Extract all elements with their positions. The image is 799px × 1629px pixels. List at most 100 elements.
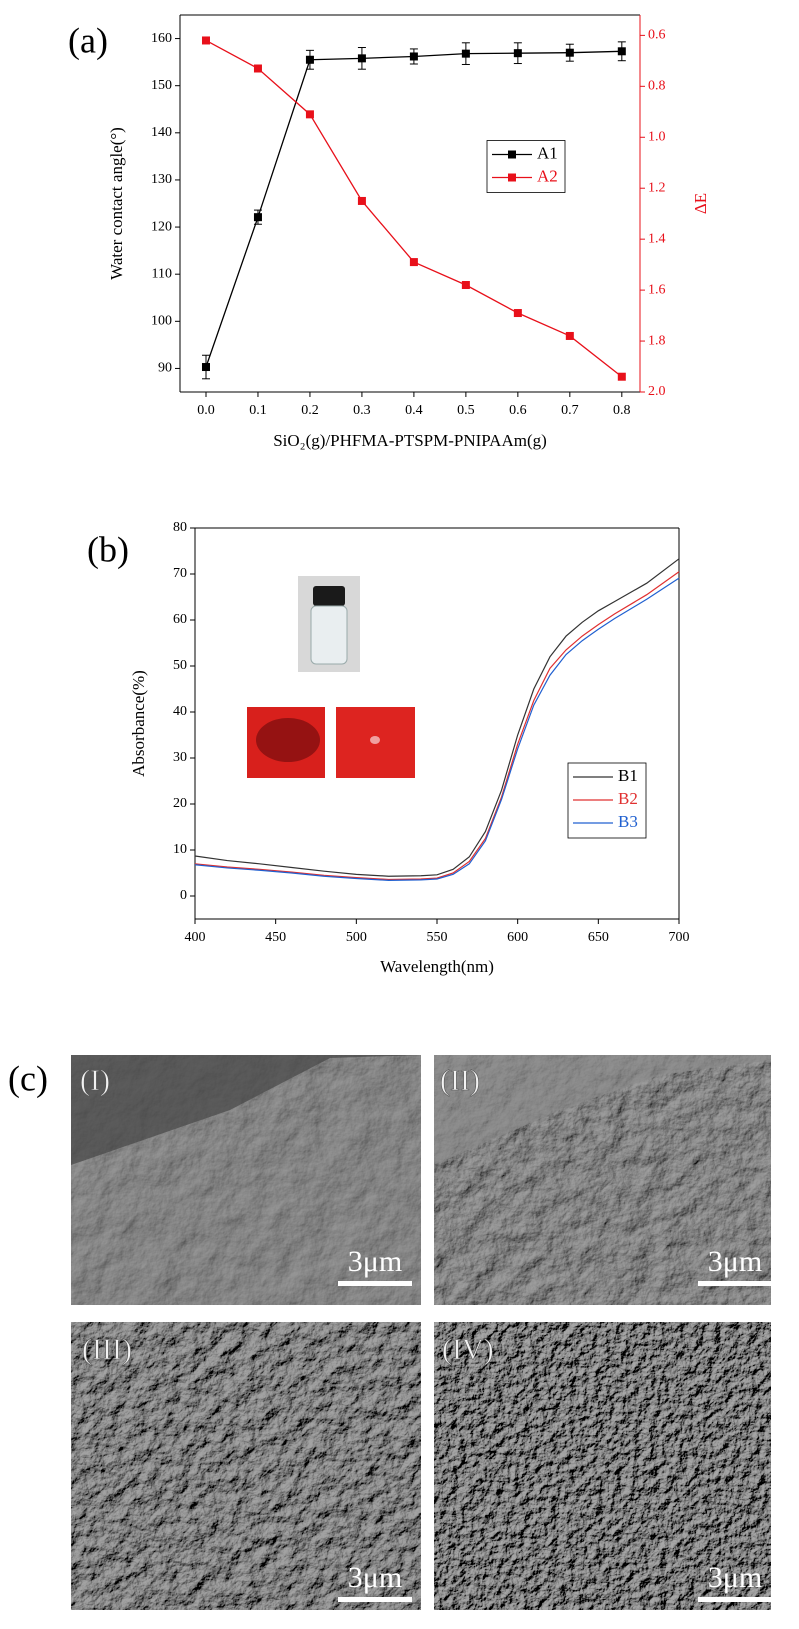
data-point xyxy=(357,54,366,63)
y-tick-label: 60 xyxy=(173,612,187,627)
series-line xyxy=(205,39,623,378)
panel-label: (a) xyxy=(68,20,108,60)
y-tick-label: 130 xyxy=(151,172,172,187)
scale-bar-label: 3μm xyxy=(708,1561,762,1594)
y2-axis-title: ΔE xyxy=(691,193,710,214)
data-point xyxy=(409,52,418,61)
y-tick-label: 100 xyxy=(151,314,172,329)
scale-bar xyxy=(338,1597,412,1602)
legend-label: B3 xyxy=(618,812,638,831)
y-tick-label: 20 xyxy=(173,796,187,811)
x-tick-label: 550 xyxy=(427,930,448,945)
sem-image xyxy=(71,1322,421,1610)
x-tick-label: 500 xyxy=(346,930,367,945)
y-tick-label: 70 xyxy=(173,566,187,581)
x-tick-label: 0.0 xyxy=(197,403,215,418)
y-tick-label: 50 xyxy=(173,658,187,673)
legend-label: B1 xyxy=(618,766,638,785)
x-tick-label: 450 xyxy=(265,930,286,945)
data-point xyxy=(409,258,418,267)
droplet xyxy=(370,736,380,744)
y-tick-label: 160 xyxy=(151,31,172,46)
scale-bar-label: 3μm xyxy=(348,1245,402,1278)
panel-label: (b) xyxy=(87,529,129,569)
data-point xyxy=(565,331,574,340)
legend-box xyxy=(486,140,566,193)
x-tick-label: 0.8 xyxy=(613,403,631,418)
series-line xyxy=(205,50,622,368)
y2-tick-label: 0.6 xyxy=(648,28,666,43)
y-tick-label: 90 xyxy=(158,361,172,376)
inset-photos xyxy=(247,576,415,778)
series-line xyxy=(194,577,680,881)
y2-tick-label: 0.8 xyxy=(648,79,666,94)
y-axis-title: Absorbance(%) xyxy=(129,670,148,777)
stain xyxy=(256,718,320,762)
x-tick-label: 0.7 xyxy=(561,403,579,418)
data-point xyxy=(565,48,574,57)
x-tick-label: 0.1 xyxy=(249,403,267,418)
data-point xyxy=(513,309,522,318)
sem-panel-label: (III) xyxy=(82,1333,132,1366)
series-line xyxy=(194,558,680,877)
legend-label: B2 xyxy=(618,789,638,808)
data-point xyxy=(305,110,314,119)
data-point xyxy=(253,213,262,222)
y-tick-label: 140 xyxy=(151,125,172,140)
scale-bar xyxy=(698,1597,771,1602)
data-point xyxy=(461,49,470,58)
sem-panel-label: (II) xyxy=(440,1064,480,1097)
legend-marker xyxy=(508,150,516,159)
x-axis-title: Wavelength(nm) xyxy=(380,957,494,976)
sem-panel-label: (IV) xyxy=(442,1333,494,1366)
x-tick-label: 0.3 xyxy=(353,403,371,418)
data-point xyxy=(513,49,522,58)
y-tick-label: 80 xyxy=(173,520,187,535)
data-point xyxy=(253,64,262,73)
x-tick-label: 650 xyxy=(588,930,609,945)
sem-figure: (c) (I) 3μm (II) 3μm (III) 3μm (IV) 3μm xyxy=(8,1055,771,1610)
sem-shadow xyxy=(434,1055,771,1165)
scale-bar xyxy=(698,1281,771,1286)
y2-tick-label: 1.4 xyxy=(648,231,666,246)
y-tick-label: 110 xyxy=(152,266,172,281)
y2-tick-label: 2.0 xyxy=(648,384,666,399)
sem-shadow xyxy=(71,1055,421,1165)
y-tick-label: 150 xyxy=(151,78,172,93)
data-point xyxy=(201,36,210,45)
x-tick-label: 700 xyxy=(669,930,690,945)
y2-tick-label: 1.6 xyxy=(648,282,666,297)
x-tick-label: 0.5 xyxy=(457,403,475,418)
y2-tick-label: 1.2 xyxy=(648,180,666,195)
legend-label: A2 xyxy=(537,166,558,185)
y-tick-label: 40 xyxy=(173,704,187,719)
y-tick-label: 120 xyxy=(151,219,172,234)
vial-cap xyxy=(313,586,345,606)
y-axis-title: Water contact angle(°) xyxy=(107,127,126,280)
y-tick-label: 30 xyxy=(173,750,187,765)
data-point xyxy=(617,372,626,381)
sem-image xyxy=(434,1322,771,1610)
x-tick-label: 400 xyxy=(185,930,206,945)
x-tick-label: 0.6 xyxy=(509,403,527,418)
y-tick-label: 10 xyxy=(173,842,187,857)
data-point xyxy=(201,363,210,372)
x-tick-label: 0.4 xyxy=(405,403,423,418)
scale-bar-label: 3μm xyxy=(348,1561,402,1594)
data-point xyxy=(617,47,626,56)
series-line xyxy=(194,571,680,881)
y-tick-label: 0 xyxy=(180,888,187,903)
data-point xyxy=(461,281,470,290)
vial-body xyxy=(310,605,348,665)
x-axis-title: SiO₂(g)/PHFMA-PTSPM-PNIPAAm(g) xyxy=(273,431,547,450)
sem-panel-label: (I) xyxy=(80,1064,110,1097)
data-point xyxy=(305,55,314,64)
legend-label: A1 xyxy=(537,143,558,162)
y2-tick-label: 1.8 xyxy=(648,333,666,348)
legend-marker xyxy=(508,173,516,182)
scale-bar xyxy=(338,1281,412,1286)
x-tick-label: 0.2 xyxy=(301,403,319,418)
data-point xyxy=(357,196,366,205)
